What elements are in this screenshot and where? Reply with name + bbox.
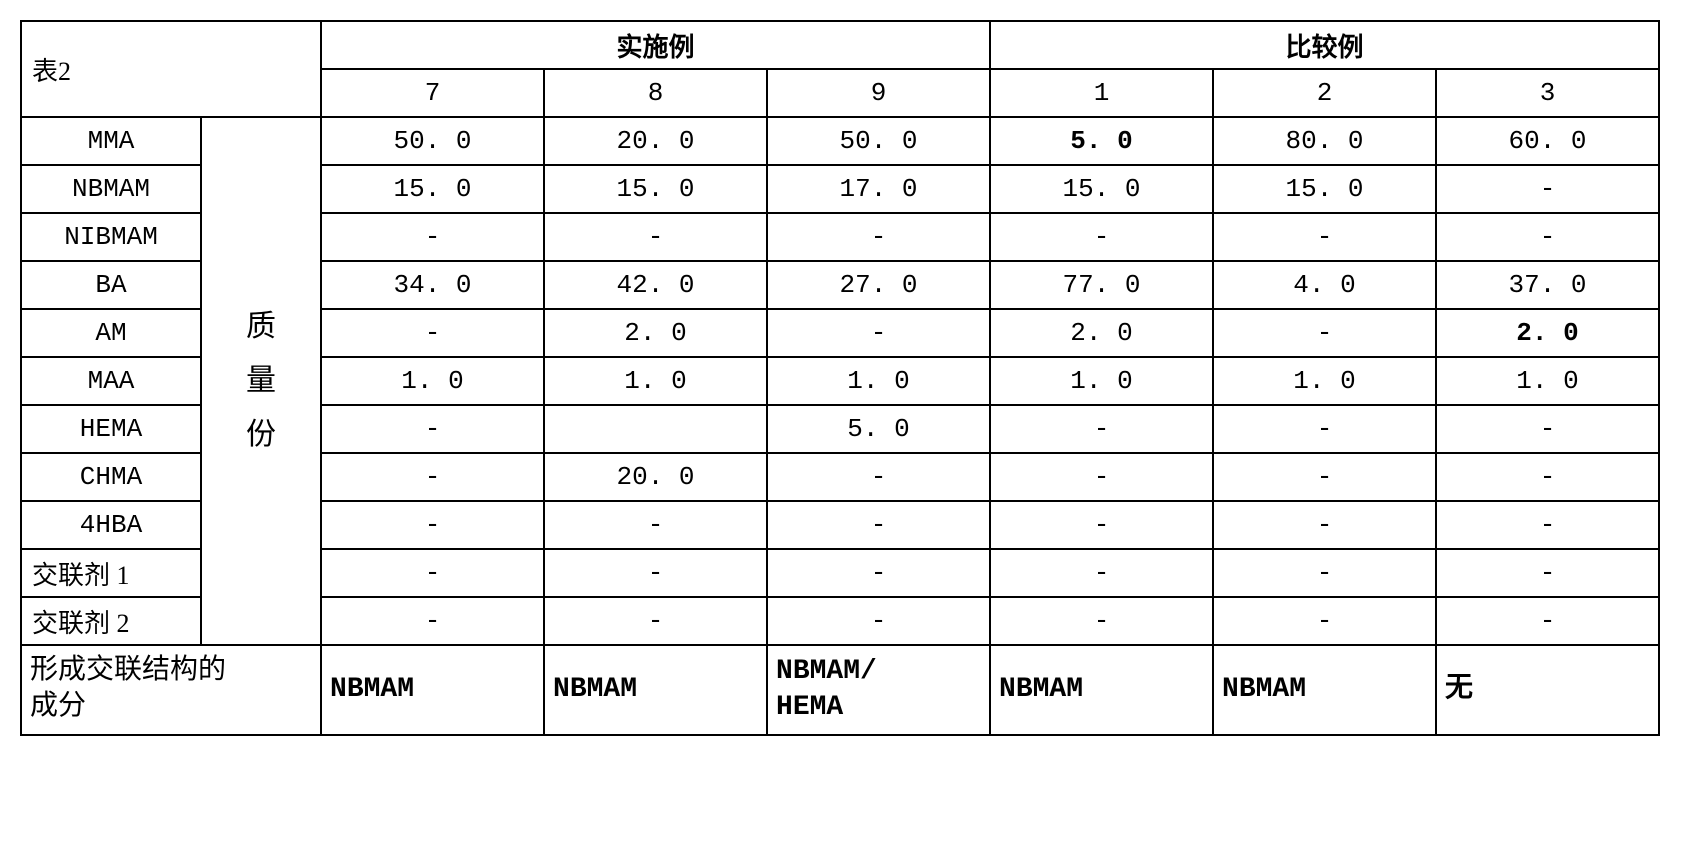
cell: 1. 0 (767, 357, 990, 405)
row-label: BA (21, 261, 201, 309)
cell: 42. 0 (544, 261, 767, 309)
cell: 50. 0 (321, 117, 544, 165)
cell: - (1213, 501, 1436, 549)
col-num: 9 (767, 69, 990, 117)
cell: - (767, 597, 990, 645)
cell: - (1213, 453, 1436, 501)
cell: 4. 0 (1213, 261, 1436, 309)
cell: 无 (1436, 645, 1659, 735)
cell: 77. 0 (990, 261, 1213, 309)
cell: - (990, 501, 1213, 549)
cell: - (321, 405, 544, 453)
cell: - (321, 453, 544, 501)
bottom-row-label: 形成交联结构的成分 (21, 645, 321, 735)
cell: 5. 0 (990, 117, 1213, 165)
cell: - (990, 213, 1213, 261)
cell: - (321, 213, 544, 261)
cell: 34. 0 (321, 261, 544, 309)
cell: - (990, 597, 1213, 645)
cell: - (990, 549, 1213, 597)
cell: - (1436, 501, 1659, 549)
row-label: 交联剂 1 (21, 549, 201, 597)
cell: - (1213, 597, 1436, 645)
cell: 2. 0 (990, 309, 1213, 357)
cell: 15. 0 (1213, 165, 1436, 213)
cell: - (1436, 165, 1659, 213)
cell: NBMAM/HEMA (767, 645, 990, 735)
cell: 20. 0 (544, 117, 767, 165)
cell: NBMAM (990, 645, 1213, 735)
cell: 20. 0 (544, 453, 767, 501)
cell: NBMAM (321, 645, 544, 735)
col-num: 1 (990, 69, 1213, 117)
cell: 1. 0 (1436, 357, 1659, 405)
row-label: NIBMAM (21, 213, 201, 261)
cell: - (1213, 549, 1436, 597)
row-label: 交联剂 2 (21, 597, 201, 645)
group-header-comparisons: 比较例 (990, 21, 1659, 69)
cell: 2. 0 (1436, 309, 1659, 357)
cell: - (990, 405, 1213, 453)
cell: - (544, 597, 767, 645)
cell: - (321, 597, 544, 645)
cell: - (1436, 405, 1659, 453)
cell: 2. 0 (544, 309, 767, 357)
row-label: HEMA (21, 405, 201, 453)
cell: 1. 0 (1213, 357, 1436, 405)
cell: - (1436, 597, 1659, 645)
cell: - (1436, 549, 1659, 597)
row-label: AM (21, 309, 201, 357)
cell: NBMAM (1213, 645, 1436, 735)
cell: - (1213, 405, 1436, 453)
cell: 17. 0 (767, 165, 990, 213)
data-table: 表2 实施例 比较例 7 8 9 1 2 3 MMA 质量份 50. 0 20.… (20, 20, 1660, 736)
cell: - (544, 501, 767, 549)
col-num: 2 (1213, 69, 1436, 117)
cell: 15. 0 (544, 165, 767, 213)
cell: - (767, 453, 990, 501)
cell: - (544, 549, 767, 597)
cell: - (321, 501, 544, 549)
cell: - (321, 549, 544, 597)
bottom-row: 形成交联结构的成分 NBMAM NBMAM NBMAM/HEMA NBMAM N… (21, 645, 1659, 735)
row-label: NBMAM (21, 165, 201, 213)
cell: 27. 0 (767, 261, 990, 309)
cell (544, 405, 767, 453)
cell: - (767, 213, 990, 261)
cell: 1. 0 (321, 357, 544, 405)
cell: 1. 0 (990, 357, 1213, 405)
cell: - (767, 309, 990, 357)
cell: 37. 0 (1436, 261, 1659, 309)
cell: - (1213, 213, 1436, 261)
cell: 80. 0 (1213, 117, 1436, 165)
cell: 1. 0 (544, 357, 767, 405)
cell: 15. 0 (990, 165, 1213, 213)
cell: 15. 0 (321, 165, 544, 213)
cell: 50. 0 (767, 117, 990, 165)
col-num: 3 (1436, 69, 1659, 117)
table-row: MMA 质量份 50. 0 20. 0 50. 0 5. 0 80. 0 60.… (21, 117, 1659, 165)
row-label: MAA (21, 357, 201, 405)
row-label: 4HBA (21, 501, 201, 549)
unit-label: 质量份 (201, 117, 321, 645)
row-label: CHMA (21, 453, 201, 501)
cell: - (1436, 213, 1659, 261)
cell: 5. 0 (767, 405, 990, 453)
table-title: 表2 (21, 21, 321, 117)
col-num: 8 (544, 69, 767, 117)
cell: - (767, 501, 990, 549)
group-header-examples: 实施例 (321, 21, 990, 69)
cell: - (767, 549, 990, 597)
cell: - (1213, 309, 1436, 357)
cell: - (1436, 453, 1659, 501)
cell: NBMAM (544, 645, 767, 735)
cell: - (321, 309, 544, 357)
cell: - (990, 453, 1213, 501)
cell: - (544, 213, 767, 261)
cell: 60. 0 (1436, 117, 1659, 165)
col-num: 7 (321, 69, 544, 117)
row-label: MMA (21, 117, 201, 165)
header-row-1: 表2 实施例 比较例 (21, 21, 1659, 69)
